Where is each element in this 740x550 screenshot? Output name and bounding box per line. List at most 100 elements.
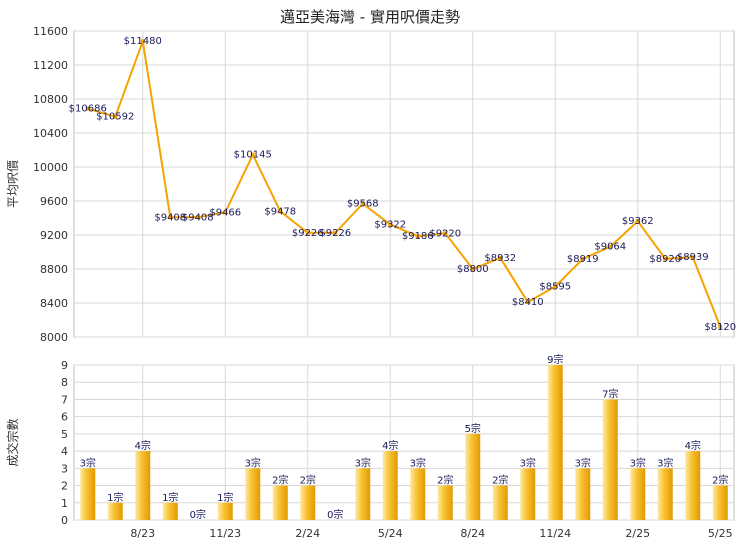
transaction-data-label: 4宗	[135, 439, 151, 452]
y-tick-label: 10000	[33, 161, 68, 174]
price-point	[525, 300, 530, 305]
transaction-bar	[162, 502, 178, 520]
transaction-data-label: 7宗	[602, 387, 618, 400]
price-data-label: $9478	[264, 206, 296, 217]
price-point	[388, 222, 393, 227]
price-point	[333, 230, 338, 235]
transaction-data-label: 3宗	[630, 456, 646, 469]
price-data-label: $9408	[182, 212, 214, 223]
price-data-label: $10686	[69, 104, 107, 115]
y-tick-label: 7	[61, 393, 68, 406]
transaction-data-label: 3宗	[575, 456, 591, 469]
transaction-bar	[602, 399, 618, 520]
y-tick-label: 10400	[33, 127, 68, 140]
price-data-label: $8939	[677, 252, 709, 263]
transaction-data-label: 3宗	[410, 456, 426, 469]
price-line-chart: 8000 8400 8800 9200 9600 10000 10400 10800 11200…	[6, 25, 736, 344]
transaction-data-label: 3宗	[80, 456, 96, 469]
transaction-data-label: 1宗	[162, 491, 178, 504]
transaction-bar	[685, 451, 701, 520]
transaction-bar	[107, 502, 123, 520]
transaction-bar	[575, 468, 591, 520]
transaction-bar	[382, 451, 398, 520]
y-tick-label: 4	[61, 445, 68, 458]
transaction-bar	[712, 485, 728, 520]
price-series-line	[87, 40, 722, 328]
x-tick-label: 8/23	[130, 527, 155, 540]
transaction-data-label: 4宗	[382, 439, 398, 452]
plot-area	[73, 364, 735, 521]
price-point	[635, 219, 640, 224]
transaction-data-label: 4宗	[685, 439, 701, 452]
transaction-data-label: 2宗	[712, 474, 728, 487]
transaction-bar	[272, 485, 288, 520]
price-point	[278, 209, 283, 214]
price-data-label: $9408	[154, 212, 186, 223]
price-data-label: $8120	[704, 322, 736, 333]
x-tick-label: 2/25	[625, 527, 650, 540]
price-data-label: $9064	[594, 242, 626, 253]
price-data-label: $8800	[457, 264, 489, 275]
price-point	[168, 215, 173, 220]
price-point	[85, 106, 90, 111]
price-data-label: $8919	[567, 254, 599, 265]
transaction-data-label: 0宗	[190, 508, 206, 521]
price-data-label: $8595	[539, 281, 571, 292]
y-tick-label: 3	[61, 462, 68, 475]
y-axis-title: 成交宗數	[5, 418, 20, 466]
transaction-data-label: 5宗	[465, 422, 481, 435]
price-point	[718, 324, 723, 329]
price-point	[470, 267, 475, 271]
price-point	[580, 256, 585, 261]
price-point	[250, 152, 255, 157]
price-data-label: $10145	[234, 150, 272, 161]
price-data-label: $9186	[402, 231, 434, 242]
x-tick-label: 8/24	[460, 527, 485, 540]
price-data-label: $9362	[622, 216, 654, 227]
transaction-bar	[492, 485, 508, 520]
transaction-bar	[520, 468, 536, 520]
price-point	[140, 39, 145, 44]
price-point	[195, 215, 200, 220]
y-tick-label: 9600	[40, 195, 68, 208]
y-tick-label: 11600	[33, 25, 68, 38]
y-tick-label: 8800	[40, 263, 68, 276]
transaction-bar	[657, 468, 673, 520]
y-axis-title: 平均呎價	[6, 160, 20, 208]
transaction-data-label: 3宗	[355, 456, 371, 469]
y-tick-label: 6	[61, 411, 68, 424]
transaction-bar	[355, 468, 371, 520]
transaction-bar	[410, 468, 426, 520]
transaction-data-label: 2宗	[492, 474, 508, 487]
y-tick-label: 8000	[40, 331, 68, 344]
price-data-label: $11480	[124, 36, 162, 47]
transaction-bar	[630, 468, 646, 520]
plot-area	[73, 30, 735, 338]
transaction-bar	[465, 433, 481, 520]
transaction-bar	[80, 468, 96, 520]
price-point	[360, 201, 365, 206]
x-tick-label: 11/23	[209, 527, 241, 540]
transaction-data-label: 2宗	[272, 474, 288, 487]
transaction-data-label: 2宗	[300, 474, 316, 487]
price-point	[608, 244, 613, 249]
y-tick-label: 9200	[40, 229, 68, 242]
x-tick-label: 5/25	[708, 527, 733, 540]
transaction-data-label: 9宗	[547, 353, 563, 366]
x-tick-label: 2/24	[295, 527, 320, 540]
price-point	[113, 114, 118, 119]
transaction-data-label: 3宗	[245, 456, 261, 469]
price-data-label: $8410	[512, 297, 544, 308]
price-data-label: $9466	[209, 207, 241, 218]
price-point	[305, 230, 310, 235]
price-point	[553, 284, 558, 289]
price-point	[690, 255, 695, 260]
y-tick-label: 11200	[33, 59, 68, 72]
price-point	[443, 231, 448, 236]
transaction-bar-chart: 0 1 2 3 4 5 6 7 8 9 成交宗數 3宗 1宗 4宗 1宗 0宗 1宗 3宗 2宗 2宗 0宗 3宗 4宗 3宗…	[5, 353, 735, 540]
price-data-label: $9226	[292, 228, 324, 239]
transaction-data-label: 1宗	[217, 491, 233, 504]
price-point	[415, 234, 420, 239]
y-tick-label: 2	[61, 480, 68, 493]
